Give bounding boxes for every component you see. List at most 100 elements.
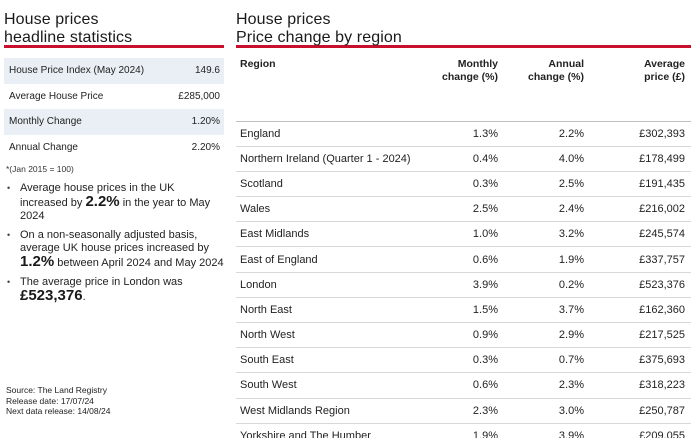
regional-title-line1: House prices xyxy=(236,11,331,28)
table-row: England 1.3% 2.2% £302,393 xyxy=(236,121,691,147)
region-name-cell: North East xyxy=(236,297,426,324)
column-header-price-line1: Average xyxy=(643,58,685,70)
region-name-cell: North West xyxy=(236,322,426,349)
monthly-change-cell: 0.6% xyxy=(426,246,504,273)
stat-row-monthly-change: Monthly Change 1.20% xyxy=(4,109,224,135)
average-price-cell: £178,499 xyxy=(590,146,691,172)
column-header-region: Region xyxy=(240,58,276,70)
monthly-change-cell: 1.5% xyxy=(426,297,504,324)
annual-change-cell: 2.3% xyxy=(504,372,590,399)
monthly-change-cell: 1.9% xyxy=(426,423,504,438)
table-row: Scotland 0.3% 2.5% £191,435 xyxy=(236,171,691,198)
bullet-annual: Average house prices in the UK increased… xyxy=(6,182,224,223)
table-row: North West 0.9% 2.9% £217,525 xyxy=(236,322,691,349)
regional-price-panel: House prices Price change by region Regi… xyxy=(236,0,691,438)
table-row: Yorkshire and The Humber 1.9% 3.9% £209,055 xyxy=(236,423,691,438)
region-name-cell: South West xyxy=(236,372,426,399)
bullet-highlight: £523,376 xyxy=(20,287,83,304)
region-name-cell: London xyxy=(236,272,426,298)
release-date: Release date: 17/07/24 xyxy=(6,395,94,406)
average-price-cell: £318,223 xyxy=(590,372,691,399)
region-name-cell: East of England xyxy=(236,246,426,273)
table-row: Northern Ireland (Quarter 1 - 2024) 0.4% 4… xyxy=(236,146,691,172)
bullet-monthly: On a non-seasonally adjusted basis, aver… xyxy=(6,229,224,270)
bullet-text: . xyxy=(82,291,86,303)
stat-label: Monthly Change xyxy=(9,116,82,128)
region-name-cell: Wales xyxy=(236,196,426,223)
regional-price-table: Region Monthly change (%) Annual change … xyxy=(236,56,691,438)
stat-row-annual-change: Annual Change 2.20% xyxy=(4,135,224,161)
annual-change-cell: 4.0% xyxy=(504,146,590,172)
column-header-price: Average price (£) xyxy=(590,56,691,90)
annual-change-cell: 0.7% xyxy=(504,347,590,374)
header-divider xyxy=(236,90,691,122)
average-price-cell: £245,574 xyxy=(590,221,691,248)
average-price-cell: £523,376 xyxy=(590,272,691,298)
monthly-change-cell: 2.5% xyxy=(426,196,504,223)
bullet-highlight: 1.2% xyxy=(20,253,55,270)
monthly-change-cell: 0.3% xyxy=(426,347,504,374)
region-name-cell: South East xyxy=(236,347,426,374)
bullet-text: Average house prices in the UK increased… xyxy=(20,182,175,209)
source-line: Source: The Land Registry xyxy=(6,385,107,395)
stat-label: Annual Change xyxy=(9,141,78,153)
region-name-cell: Northern Ireland (Quarter 1 - 2024) xyxy=(236,146,426,172)
annual-change-cell: 3.2% xyxy=(504,221,590,248)
monthly-change-cell: 0.3% xyxy=(426,171,504,198)
bullet-highlight: 2.2% xyxy=(85,193,120,210)
region-name-cell: East Midlands xyxy=(236,221,426,248)
monthly-change-cell: 0.4% xyxy=(426,146,504,172)
region-name-cell: Scotland xyxy=(236,171,426,198)
stats-table: House Price Index (May 2024) 149.6 Avera… xyxy=(4,58,224,160)
headline-statistics-panel: House prices headline statistics House P… xyxy=(4,0,224,310)
annual-change-cell: 2.2% xyxy=(504,121,590,147)
region-name-cell: Yorkshire and The Humber xyxy=(236,423,426,438)
stat-value: 1.20% xyxy=(191,116,220,128)
monthly-change-cell: 1.0% xyxy=(426,221,504,248)
average-price-cell: £217,525 xyxy=(590,322,691,349)
column-header-annual-line1: Annual xyxy=(548,58,584,70)
bullet-text: The average price in London was xyxy=(20,276,183,288)
monthly-change-cell: 3.9% xyxy=(426,272,504,298)
source-note: Source: The Land Registry Release date: … xyxy=(6,385,110,417)
monthly-change-cell: 1.3% xyxy=(426,121,504,147)
average-price-cell: £337,757 xyxy=(590,246,691,273)
regional-title-line2: Price change by region xyxy=(236,29,402,46)
table-row: South East 0.3% 0.7% £375,693 xyxy=(236,347,691,374)
average-price-cell: £209,055 xyxy=(590,423,691,438)
stat-value: £285,000 xyxy=(178,90,220,102)
region-name-cell: West Midlands Region xyxy=(236,398,426,424)
bullet-text: between April 2024 and May 2024 xyxy=(54,257,224,269)
average-price-cell: £191,435 xyxy=(590,171,691,198)
average-price-cell: £216,002 xyxy=(590,196,691,223)
summary-bullets: Average house prices in the UK increased… xyxy=(4,182,224,304)
annual-change-cell: 2.4% xyxy=(504,196,590,223)
bullet-text: On a non-seasonally adjusted basis, aver… xyxy=(20,229,209,254)
stat-label: House Price Index (May 2024) xyxy=(9,65,145,77)
average-price-cell: £250,787 xyxy=(590,398,691,424)
table-row: North East 1.5% 3.7% £162,360 xyxy=(236,297,691,324)
column-header-monthly: Monthly change (%) xyxy=(426,56,504,90)
annual-change-cell: 3.0% xyxy=(504,398,590,424)
bullet-text: in the year to May 2024 xyxy=(20,197,211,222)
table-row: London 3.9% 0.2% £523,376 xyxy=(236,272,691,298)
average-price-cell: £302,393 xyxy=(590,121,691,147)
table-row: East Midlands 1.0% 3.2% £245,574 xyxy=(236,221,691,248)
monthly-change-cell: 2.3% xyxy=(426,398,504,424)
index-footnote: *(Jan 2015 = 100) xyxy=(6,164,74,174)
table-body: England 1.3% 2.2% £302,393 Northern Ireland … xyxy=(236,121,691,438)
table-header-row: Region Monthly change (%) Annual change … xyxy=(236,56,691,90)
annual-change-cell: 2.9% xyxy=(504,322,590,349)
region-name-cell: England xyxy=(236,121,426,147)
table-row: Wales 2.5% 2.4% £216,002 xyxy=(236,196,691,223)
column-header-annual: Annual change (%) xyxy=(504,56,590,90)
table-row: East of England 0.6% 1.9% £337,757 xyxy=(236,246,691,273)
bullet-london: The average price in London was £523,376… xyxy=(6,276,224,304)
monthly-change-cell: 0.6% xyxy=(426,372,504,399)
annual-change-cell: 2.5% xyxy=(504,171,590,198)
stat-value: 149.6 xyxy=(194,65,220,77)
next-release-date: Next data release: 14/08/24 xyxy=(6,406,111,416)
column-header-annual-line2: change (%) xyxy=(527,71,584,83)
stat-row-average-price: Average House Price £285,000 xyxy=(4,84,224,110)
column-header-monthly-line1: Monthly xyxy=(457,58,498,70)
